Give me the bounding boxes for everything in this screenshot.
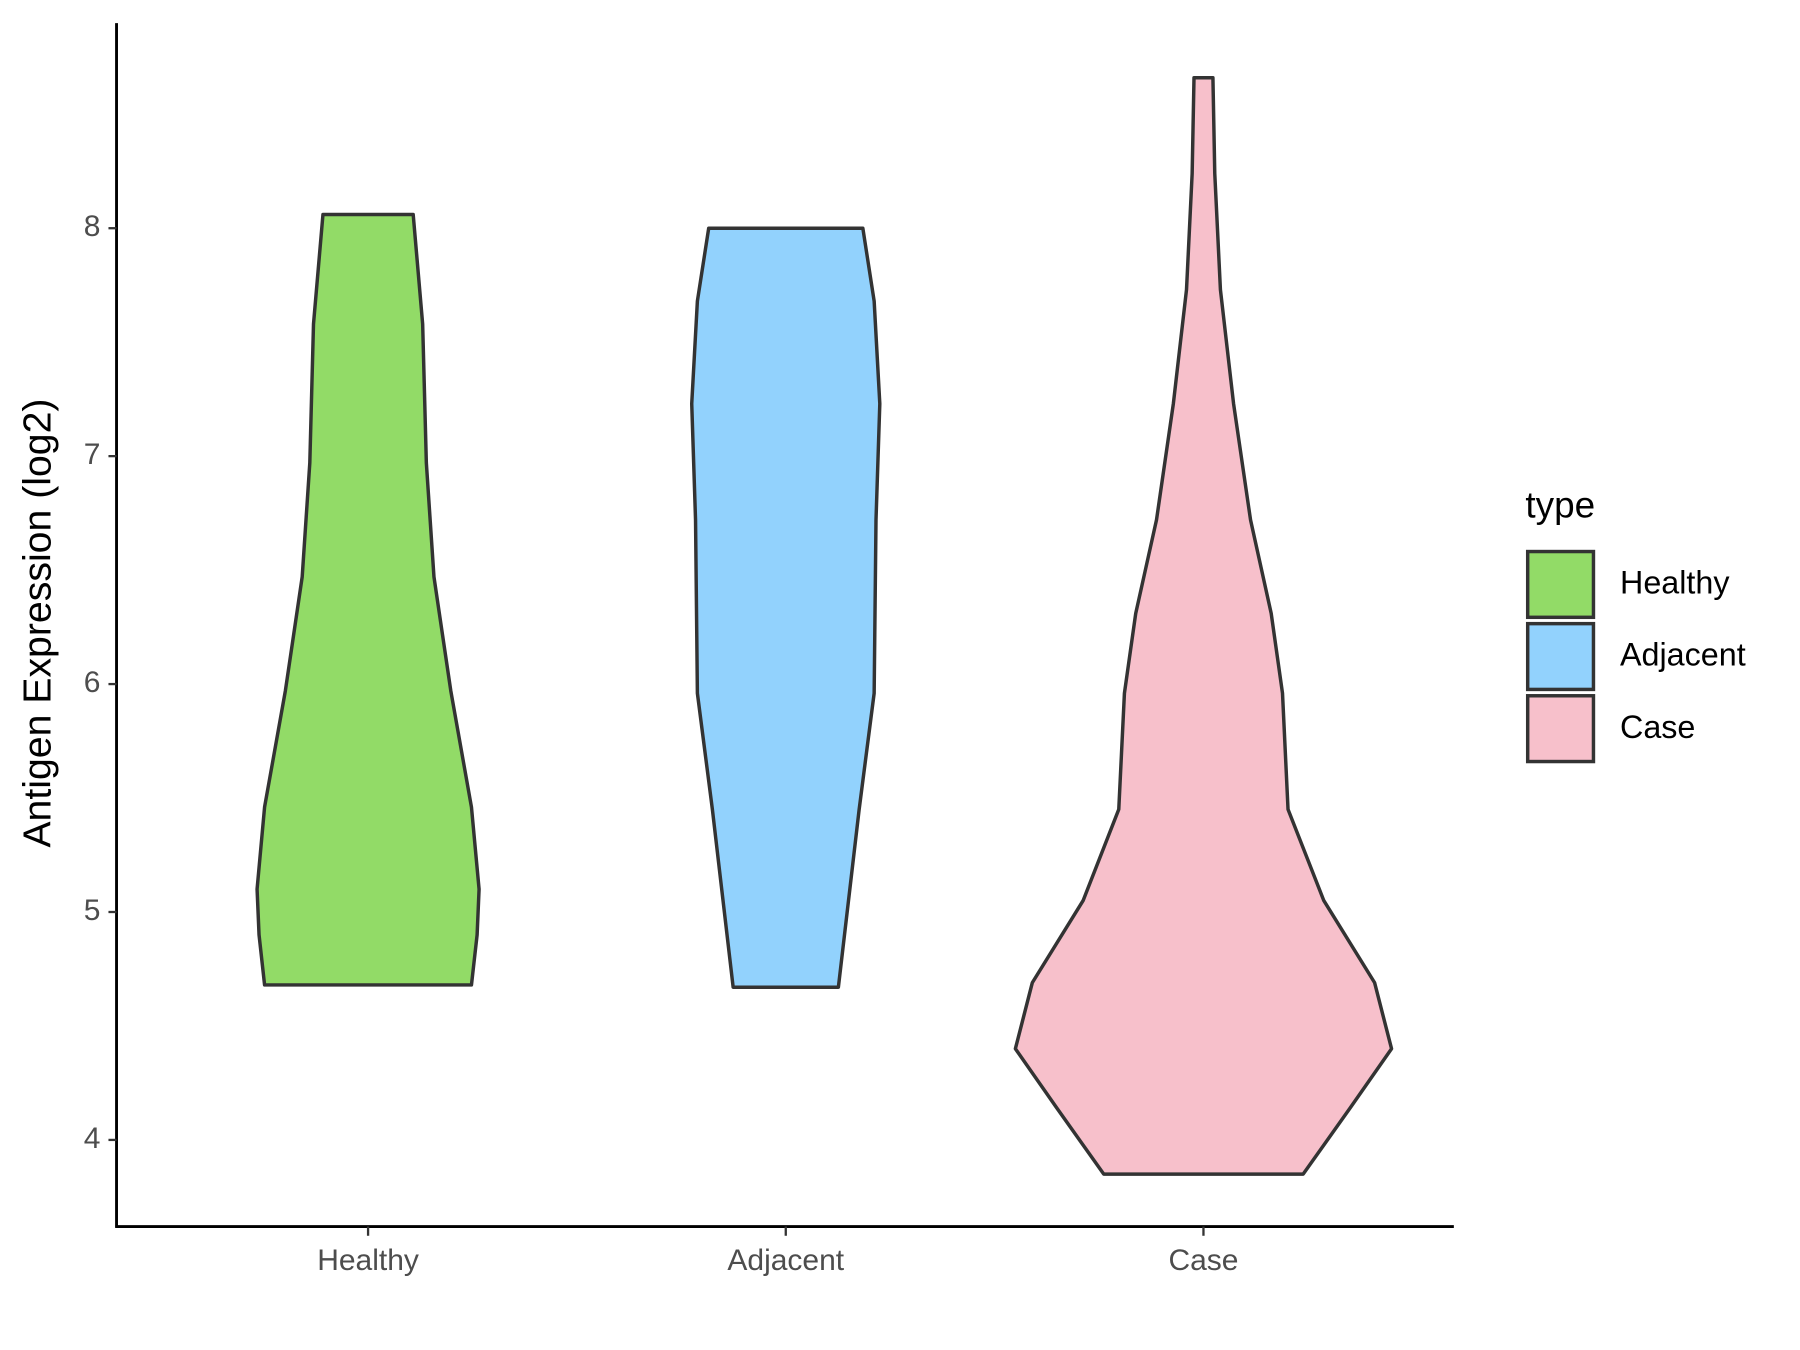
legend-label: Case [1620, 709, 1695, 745]
y-axis-title: Antigen Expression (log2) [16, 399, 60, 848]
legend-title: type [1525, 484, 1595, 525]
legend-swatch [1525, 694, 1596, 764]
y-tick-label: 7 [84, 438, 101, 471]
violin [255, 212, 481, 987]
legend-swatch [1525, 549, 1596, 620]
legend-swatch [1525, 621, 1596, 692]
y-tick-label: 4 [84, 1122, 101, 1155]
violin [1013, 76, 1394, 1176]
y-tick-label: 5 [84, 894, 101, 927]
y-tick-label: 6 [84, 666, 101, 699]
x-tick-label: Healthy [317, 1244, 419, 1277]
x-tick-label: Adjacent [727, 1244, 844, 1277]
legend-label: Healthy [1620, 565, 1730, 601]
y-tick-label: 8 [84, 210, 101, 243]
violin [689, 226, 882, 989]
legend-label: Adjacent [1620, 637, 1746, 673]
x-tick-label: Case [1168, 1244, 1238, 1277]
